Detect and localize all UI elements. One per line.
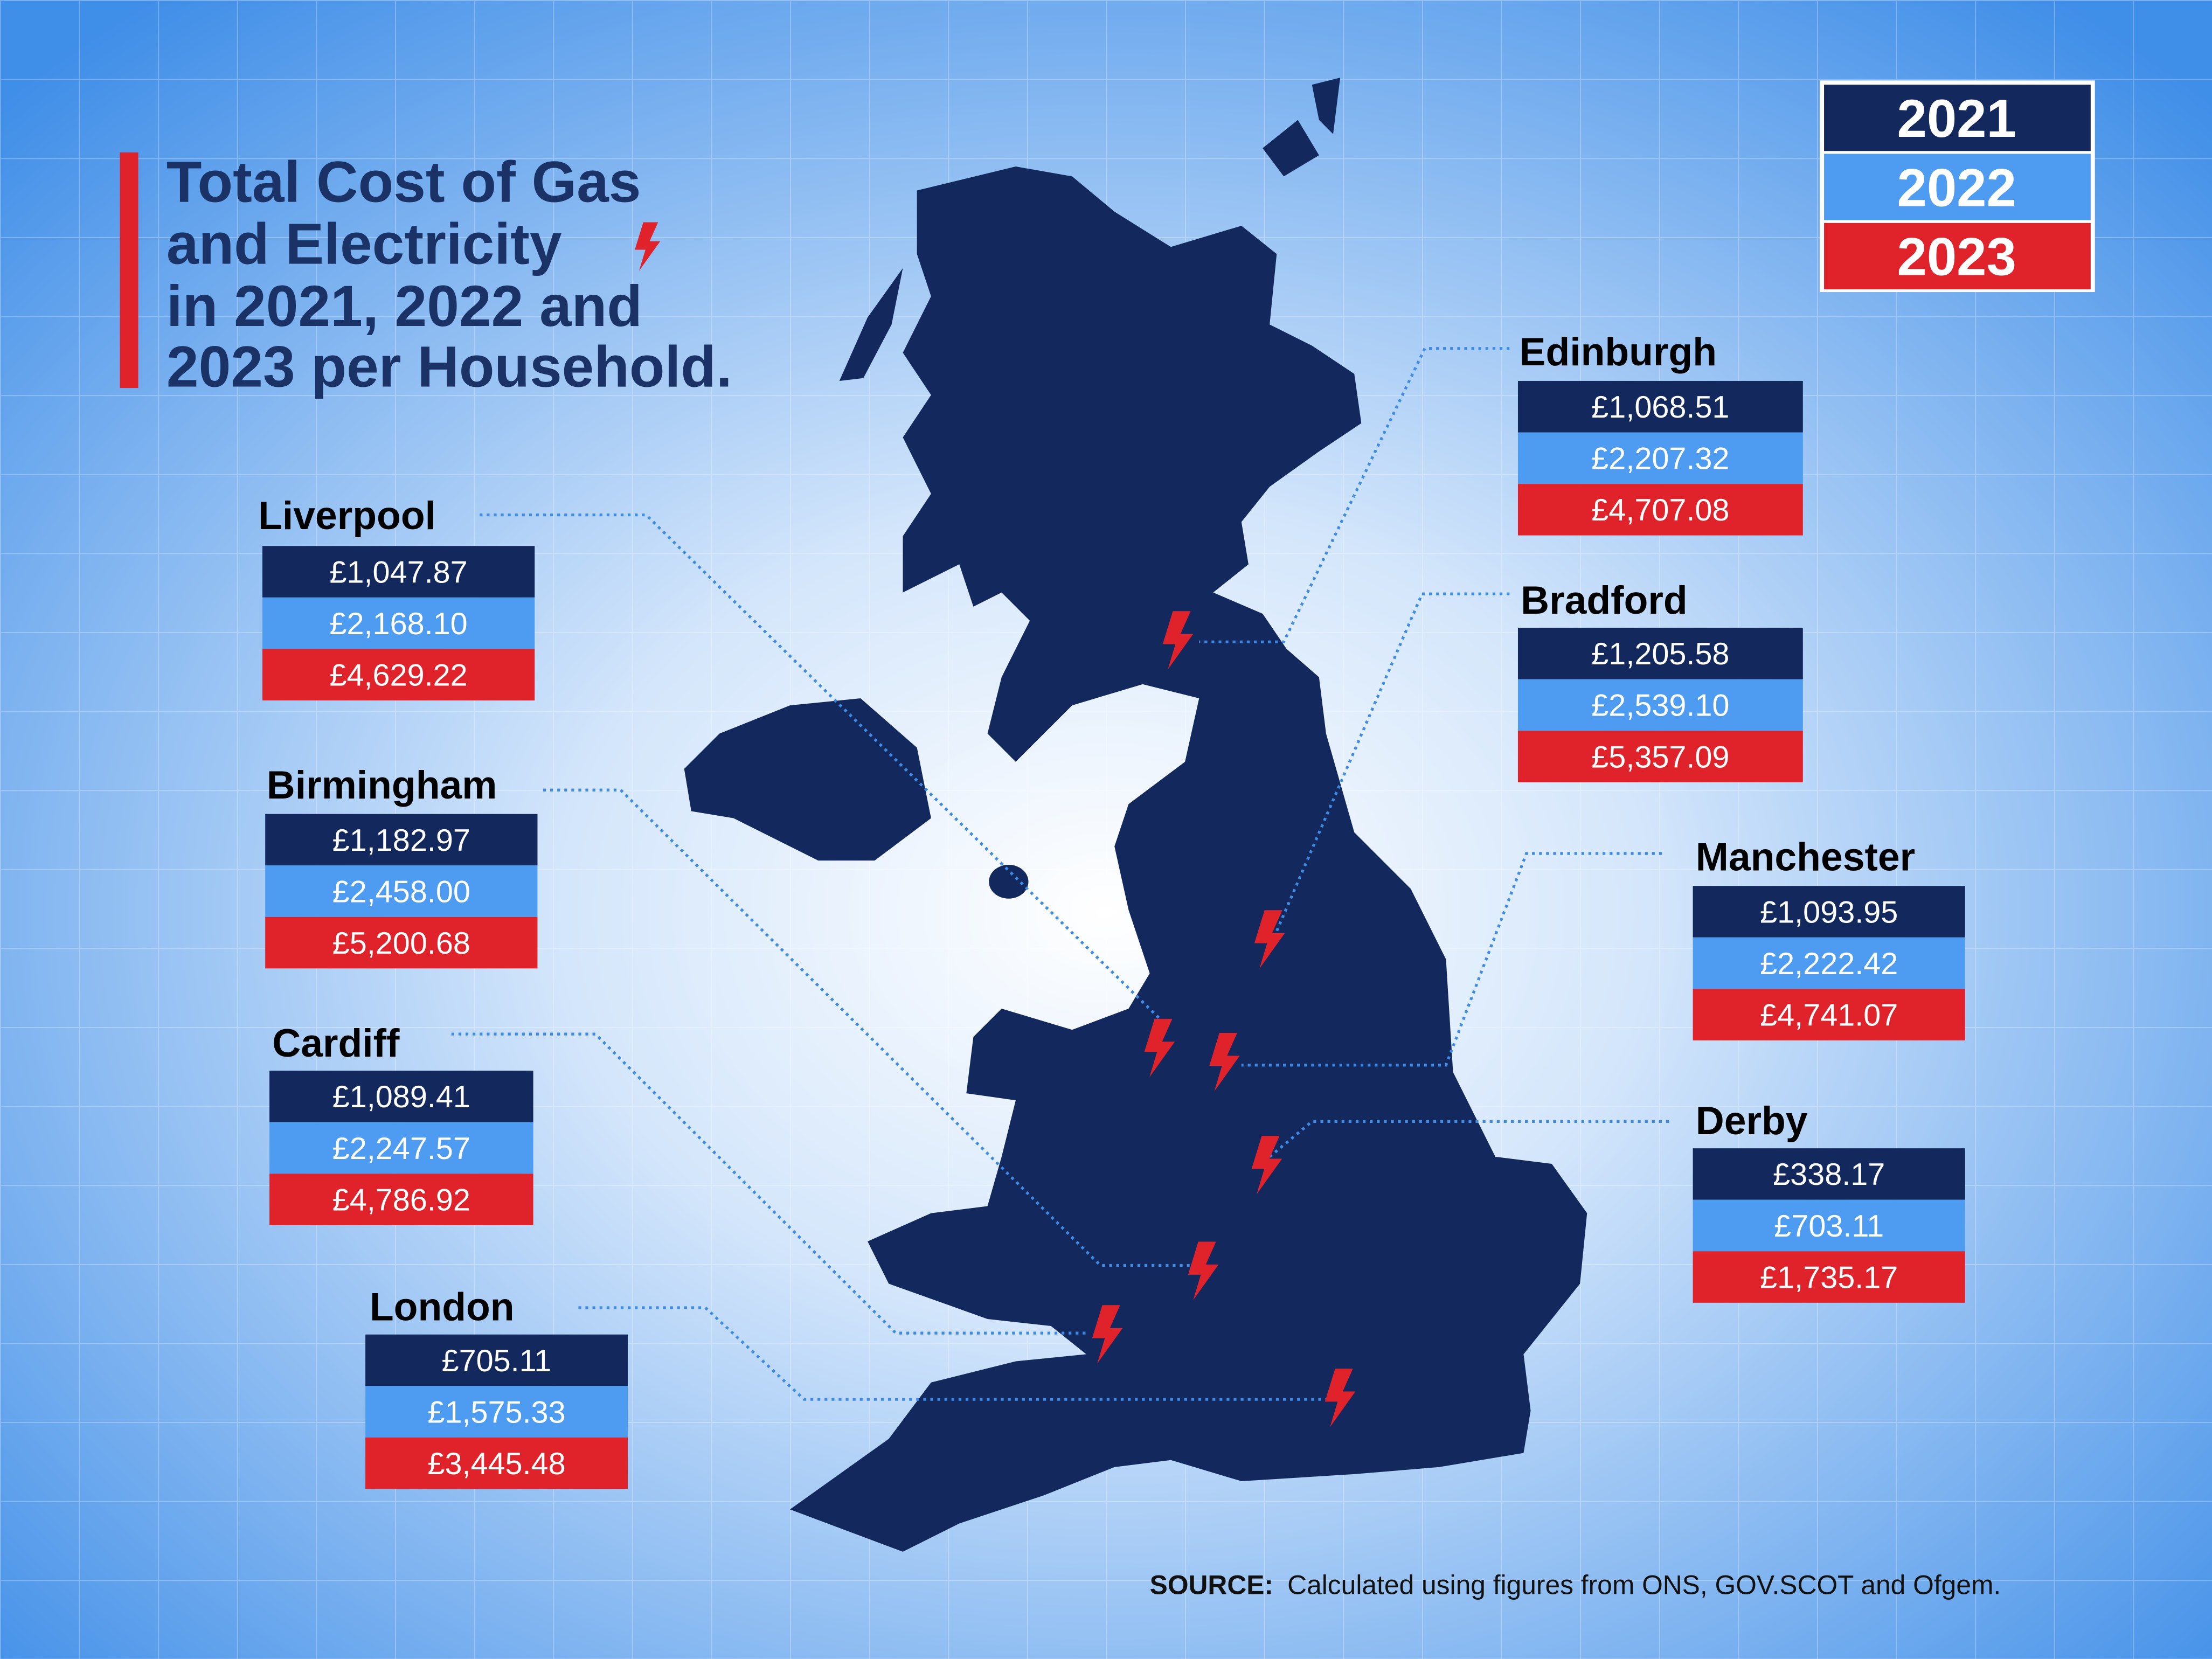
value-row bbox=[269, 1071, 533, 1122]
value-row bbox=[1517, 484, 1803, 536]
city-panel: Edinburgh £1,068.51 £2,207.32 £4,707.08 bbox=[1517, 330, 1803, 536]
city-name: Manchester bbox=[1696, 835, 1915, 879]
value-row bbox=[265, 917, 538, 969]
value-text: £1,182.97 bbox=[332, 823, 470, 858]
source-label: SOURCE: bbox=[1150, 1570, 1273, 1600]
value-row bbox=[265, 814, 538, 866]
title-line: 2023 per Household. bbox=[167, 334, 732, 399]
shetland bbox=[1312, 78, 1341, 134]
value-row bbox=[1517, 628, 1803, 679]
value-text: £1,068.51 bbox=[1591, 390, 1729, 425]
city-name: Bradford bbox=[1521, 578, 1687, 622]
title-line: in 2021, 2022 and bbox=[167, 274, 642, 338]
value-text: £2,458.00 bbox=[332, 874, 470, 909]
value-text: £1,735.17 bbox=[1760, 1260, 1898, 1295]
value-text: £5,357.09 bbox=[1591, 740, 1729, 774]
value-text: £4,741.07 bbox=[1760, 998, 1898, 1032]
city-panel: Cardiff £1,089.41 £2,247.57 £4,786.92 bbox=[269, 1021, 533, 1225]
value-row bbox=[1693, 989, 1965, 1040]
value-row bbox=[365, 1437, 628, 1489]
value-text: £705.11 bbox=[442, 1344, 552, 1378]
city-name: Edinburgh bbox=[1520, 330, 1717, 374]
connector-line bbox=[543, 788, 1192, 1267]
connector-line bbox=[451, 1032, 1086, 1335]
value-row bbox=[262, 649, 535, 700]
city-panel: Bradford £1,205.58 £2,539.10 £5,357.09 bbox=[1517, 578, 1803, 782]
value-text: £2,247.57 bbox=[332, 1132, 470, 1166]
value-text: £4,786.92 bbox=[332, 1183, 470, 1217]
source-text: Calculated using figures from ONS, GOV.S… bbox=[1287, 1570, 2001, 1600]
legend-label: 2021 bbox=[1897, 89, 2016, 149]
city-panel: Derby £338.17 £703.11 £1,735.17 bbox=[1693, 1099, 1965, 1303]
city-name: Liverpool bbox=[258, 494, 436, 538]
legend-swatch bbox=[1824, 85, 2091, 151]
city-panel: Liverpool £1,047.87 £2,168.10 £4,629.22 bbox=[258, 494, 535, 700]
city-name: London bbox=[370, 1285, 515, 1329]
great-britain bbox=[790, 166, 1587, 1552]
northern-ireland bbox=[684, 698, 931, 861]
orkney bbox=[1263, 120, 1319, 177]
value-text: £3,445.48 bbox=[427, 1447, 565, 1481]
value-text: £1,575.33 bbox=[427, 1395, 565, 1429]
city-panel: Manchester £1,093.95 £2,222.42 £4,741.07 bbox=[1693, 835, 1965, 1040]
value-row bbox=[1517, 731, 1803, 782]
value-row bbox=[1693, 937, 1965, 989]
value-text: £2,168.10 bbox=[330, 607, 468, 641]
source-note: SOURCE: Calculated using figures from ONS… bbox=[1150, 1570, 2001, 1600]
value-text: £1,093.95 bbox=[1760, 895, 1898, 929]
value-row bbox=[1693, 1148, 1965, 1200]
title-line: and Electricity bbox=[167, 212, 562, 276]
value-row bbox=[269, 1174, 533, 1225]
legend-label: 2023 bbox=[1897, 227, 2016, 287]
connector-line bbox=[1199, 347, 1510, 643]
value-row bbox=[1517, 432, 1803, 484]
value-text: £2,539.10 bbox=[1591, 689, 1729, 723]
value-row bbox=[365, 1334, 628, 1386]
legend-swatch bbox=[1824, 223, 2091, 289]
city-name: Cardiff bbox=[272, 1021, 400, 1065]
value-text: £4,629.22 bbox=[330, 658, 468, 692]
connector-line bbox=[480, 513, 1165, 1024]
value-row bbox=[1517, 380, 1803, 433]
value-text: £2,207.32 bbox=[1591, 442, 1729, 476]
outer-hebrides bbox=[839, 268, 903, 381]
city-name: Birmingham bbox=[267, 763, 497, 807]
value-row bbox=[1693, 886, 1965, 938]
isle-of-man bbox=[989, 864, 1029, 899]
value-text: £338.17 bbox=[1773, 1157, 1885, 1192]
value-text: £1,089.41 bbox=[332, 1080, 470, 1114]
legend-swatch bbox=[1824, 154, 2091, 220]
title-line: Total Cost of Gas bbox=[167, 149, 641, 214]
legend: 2021 2022 2023 bbox=[1820, 80, 2095, 293]
title-accent-bar bbox=[120, 152, 138, 388]
value-row bbox=[262, 597, 535, 649]
connector-line bbox=[1241, 852, 1662, 1067]
value-text: £4,707.08 bbox=[1591, 493, 1729, 527]
value-row bbox=[365, 1386, 628, 1438]
city-panel: Birmingham £1,182.97 £2,458.00 £5,200.68 bbox=[265, 763, 538, 969]
value-row bbox=[269, 1122, 533, 1174]
value-text: £1,047.87 bbox=[330, 555, 468, 589]
city-panel: London £705.11 £1,575.33 £3,445.48 bbox=[365, 1285, 628, 1489]
value-row bbox=[265, 865, 538, 917]
value-text: £2,222.42 bbox=[1760, 947, 1898, 981]
value-row bbox=[262, 546, 535, 598]
legend-label: 2022 bbox=[1897, 158, 2016, 218]
value-text: £1,205.58 bbox=[1591, 637, 1729, 671]
city-panels: Edinburgh £1,068.51 £2,207.32 £4,707.08 Brad… bbox=[258, 330, 1965, 1489]
city-name: Derby bbox=[1696, 1099, 1808, 1143]
value-row bbox=[1693, 1251, 1965, 1303]
value-text: £703.11 bbox=[1774, 1209, 1884, 1244]
value-text: £5,200.68 bbox=[332, 926, 470, 961]
value-row bbox=[1693, 1199, 1965, 1252]
value-row bbox=[1517, 679, 1803, 731]
uk-map bbox=[684, 78, 1587, 1552]
